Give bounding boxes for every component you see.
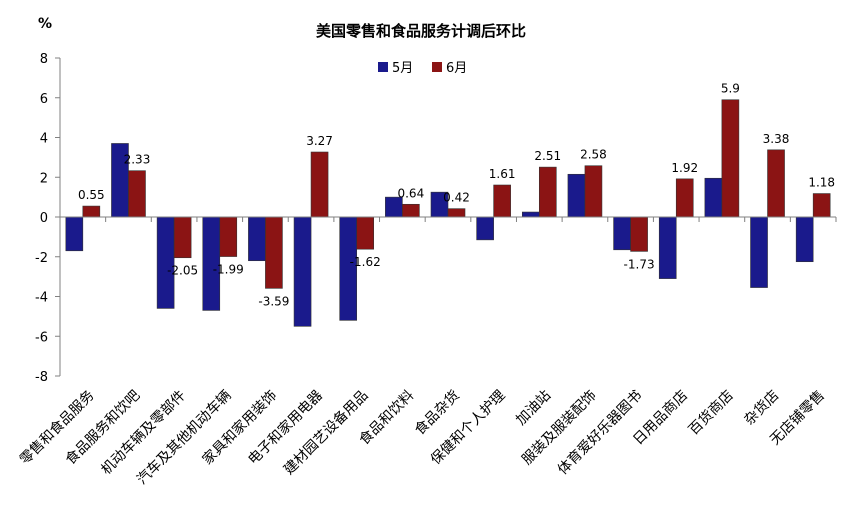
y-tick-label: -6 bbox=[35, 330, 48, 345]
data-label: 1.18 bbox=[808, 176, 835, 190]
x-category-label: 机动车辆及零部件 bbox=[98, 387, 189, 478]
bar-may bbox=[65, 216, 84, 252]
data-label: 0.55 bbox=[78, 188, 105, 202]
bar-june bbox=[767, 149, 785, 218]
bar-june bbox=[721, 99, 740, 218]
chart-title: 美国零售和食品服务计调后环比 bbox=[316, 22, 526, 40]
y-axis-unit-label: % bbox=[38, 16, 52, 32]
x-category-label: 体育爱好乐器图书 bbox=[555, 388, 646, 479]
bar-june bbox=[356, 216, 375, 250]
bar-may bbox=[613, 216, 631, 251]
bar-june bbox=[82, 205, 101, 218]
data-label: 3.27 bbox=[306, 134, 333, 148]
bar-june bbox=[265, 216, 283, 289]
y-tick-label: -8 bbox=[35, 370, 48, 385]
y-tick-label: -2 bbox=[35, 251, 48, 266]
y-tick-label: 8 bbox=[40, 52, 48, 67]
bar-june bbox=[538, 166, 557, 218]
data-labels: 0.55 2.33 -2.05 -1.99 -3.59 3.27 -1.62 0.64 0.42… bbox=[78, 82, 835, 309]
x-category-label: 百货商店 bbox=[685, 387, 737, 439]
x-axis-labels: 零售和食品服务食品服务和饮吧机动车辆及零部件汽车及其他机动车辆家具和家用装饰电子… bbox=[16, 387, 828, 488]
legend-swatch-june bbox=[432, 62, 442, 72]
data-label: 0.64 bbox=[397, 186, 424, 200]
data-label: -3.59 bbox=[258, 294, 289, 308]
y-tick-label: -4 bbox=[35, 291, 48, 306]
bar-may bbox=[156, 216, 175, 309]
bar-may bbox=[567, 173, 586, 218]
data-label: 5.9 bbox=[721, 82, 740, 96]
bar-june bbox=[128, 170, 146, 218]
bar-june bbox=[584, 165, 603, 218]
bar-may bbox=[248, 216, 266, 262]
legend-label-may: 5月 bbox=[392, 61, 413, 76]
bar-june bbox=[812, 193, 831, 218]
legend: 5月 6月 bbox=[378, 61, 467, 76]
data-label: 1.61 bbox=[489, 167, 516, 181]
y-tick-label: 0 bbox=[40, 211, 48, 226]
data-label: -1.73 bbox=[624, 257, 655, 271]
data-label: -1.62 bbox=[350, 255, 381, 269]
bar-june bbox=[675, 178, 694, 218]
data-label: -1.99 bbox=[213, 263, 244, 277]
bar-may bbox=[521, 211, 540, 218]
bar-june bbox=[402, 203, 420, 218]
legend-label-june: 6月 bbox=[446, 61, 467, 76]
data-label: 1.92 bbox=[671, 161, 698, 175]
bar-may bbox=[476, 216, 494, 241]
data-label: 2.58 bbox=[580, 148, 607, 162]
legend-swatch-may bbox=[378, 62, 388, 72]
x-category-label: 杂货店 bbox=[741, 387, 783, 429]
data-label: 3.38 bbox=[763, 132, 790, 146]
y-tick-label: 2 bbox=[40, 171, 48, 186]
data-label: 2.33 bbox=[124, 153, 151, 167]
data-label: 2.51 bbox=[534, 149, 561, 163]
bar-may bbox=[293, 216, 312, 327]
axes bbox=[59, 58, 837, 376]
bar-june bbox=[310, 151, 329, 218]
bar-may bbox=[795, 216, 814, 263]
x-category-label: 建材园艺设备用品 bbox=[280, 387, 371, 478]
x-category-label: 加油站 bbox=[513, 388, 554, 429]
data-label: -2.05 bbox=[167, 264, 198, 278]
bar-june bbox=[173, 216, 192, 259]
bar-may bbox=[704, 177, 723, 218]
y-axis: -8 -6 -4 -2 0 2 4 6 8 bbox=[35, 52, 60, 385]
bar-june bbox=[219, 216, 238, 257]
bar-may bbox=[658, 216, 677, 279]
y-tick-label: 6 bbox=[40, 92, 48, 107]
data-label: 0.42 bbox=[443, 191, 470, 205]
bar-june bbox=[493, 184, 511, 218]
y-tick-label: 4 bbox=[40, 132, 48, 147]
bar-may bbox=[750, 216, 768, 288]
bar-june bbox=[630, 216, 648, 252]
bars bbox=[65, 99, 831, 327]
bar-june bbox=[447, 208, 466, 218]
